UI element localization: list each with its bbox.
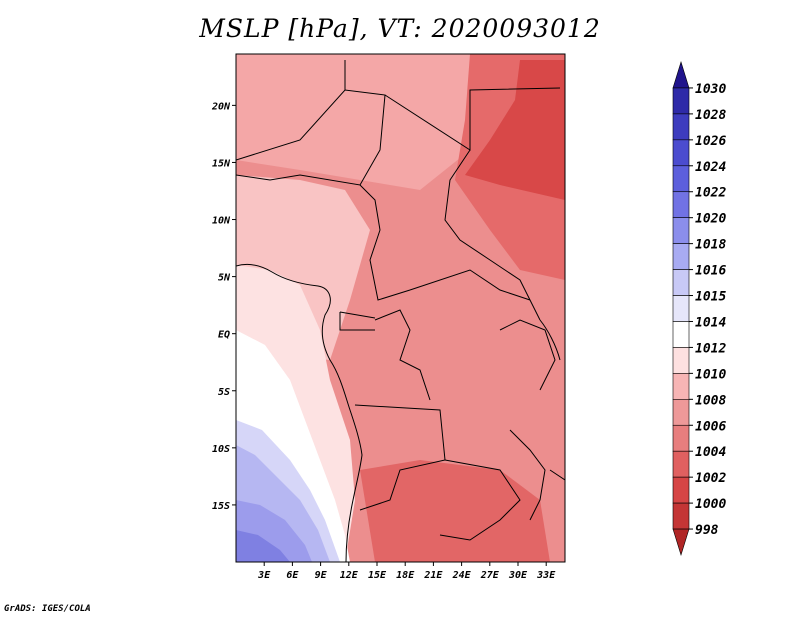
colorbar-segment [672,217,690,244]
colorbar-bottom-triangle [672,528,690,557]
colorbar-label: 1015 [695,290,726,305]
colorbar-segment [672,113,690,141]
colorbar-segment [672,87,690,115]
lat-tick-label: EQ [218,330,230,341]
colorbar-label: 1026 [695,134,726,149]
lon-tick-label: 33E [536,570,556,581]
lon-tick-label: 6E [286,570,299,581]
region-atlantic-high-4 [236,530,290,562]
lon-tick-label: 3E [257,570,271,581]
region-southern-africa-low [360,460,550,562]
colorbar-segment [672,424,690,452]
colorbar-segment [672,295,690,322]
lon-tick-label: 9E [315,570,328,581]
colorbar-label: 998 [695,523,719,538]
lat-tick-label: 5N [218,273,231,284]
colorbar-label: 1000 [695,497,726,512]
lon-tick-label: 24E [452,570,472,581]
colorbar-segment [672,399,690,426]
colorbar-label: 1008 [695,393,726,408]
latitude-axis: 20N 15N 10N 5N EQ 5S 10S 15S [211,101,236,512]
colorbar-segment [672,347,690,374]
lat-tick-label: 10S [212,444,230,455]
region-sudan-core-low [465,60,565,200]
lat-tick-label: 10N [212,216,231,227]
colorbar-label: 1014 [695,315,726,330]
colorbar-label: 1016 [695,264,726,279]
lat-tick-label: 5S [218,387,230,398]
lat-tick-label: 20N [211,101,231,112]
lon-tick-label: 15E [368,570,387,581]
colorbar-label: 1030 [695,82,726,97]
pressure-field [236,54,565,562]
colorbar-label: 1028 [695,108,726,123]
lon-tick-label: 30E [508,570,528,581]
lon-tick-label: 27E [480,570,500,581]
colorbar-segment [672,321,690,348]
lon-tick-label: 18E [396,570,415,581]
colorbar-segment [672,165,690,193]
colorbar-label: 1010 [695,367,726,382]
colorbar-label: 1024 [695,160,726,175]
map-frame [235,53,566,563]
colorbar-label: 1020 [695,212,726,227]
colorbar-segment [672,191,690,218]
colorbar-label: 1018 [695,238,726,253]
lat-tick-label: 15S [212,501,230,512]
colorbar-label: 1004 [695,445,726,460]
colorbar-segment [672,373,690,400]
colorbar-segment [672,139,690,167]
colorbar-top-triangle [672,60,690,89]
colorbar-segment [672,243,690,270]
colorbar-segment [672,476,690,504]
colorbar-segment [672,450,690,478]
grads-credit: GrADS: IGES/COLA [4,604,91,614]
colorbar-segment [672,269,690,296]
lat-tick-label: 15N [212,158,231,169]
colorbar-label: 1012 [695,341,726,356]
longitude-axis: 3E 6E 9E 12E 15E 18E 21E 24E 27E 30E 33E [257,562,556,581]
chart-title: MSLP [hPa], VT: 2020093012 [199,14,601,43]
colorbar-segment [672,502,690,530]
country-borders [236,60,565,562]
colorbar-label: 1022 [695,186,726,201]
colorbar-label: 1002 [695,471,726,486]
colorbar-label: 1006 [695,419,726,434]
lon-tick-label: 21E [423,570,443,581]
lon-tick-label: 12E [340,570,359,581]
colorbar: 1030 1028 1026 1024 1022 1020 1018 1016 1015 1014… [672,60,726,557]
